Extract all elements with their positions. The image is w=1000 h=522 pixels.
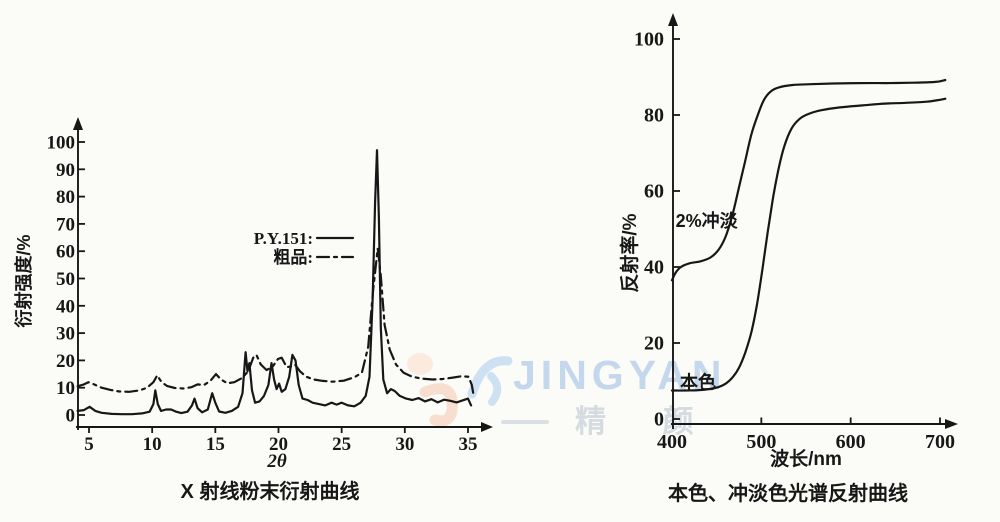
y-tick-label: 0 xyxy=(66,406,76,427)
x-tick-label: 30 xyxy=(395,434,414,455)
series-line-0 xyxy=(670,78,947,282)
x-tick-label: 35 xyxy=(458,434,477,455)
series-line-1 xyxy=(76,247,475,397)
x-tick-label: 5 xyxy=(84,434,94,455)
x-axis-arrow xyxy=(945,419,958,429)
chart-title: 本色、冲淡色光谱反射曲线 xyxy=(668,481,908,505)
y-tick-label: 0 xyxy=(654,409,664,431)
x-axis-label: 波长/nm xyxy=(770,447,842,470)
x-tick-label: 400 xyxy=(657,431,687,453)
x-axis-label: 2θ xyxy=(266,451,287,472)
y-axis-arrow xyxy=(668,13,678,26)
x-tick-label: 10 xyxy=(143,434,162,455)
y-tick-label: 50 xyxy=(56,269,75,290)
series-annotation-1: 本色 xyxy=(680,372,716,393)
y-tick-label: 40 xyxy=(56,296,75,317)
y-tick-label: 60 xyxy=(644,181,664,203)
x-tick-label: 600 xyxy=(836,431,866,453)
y-axis-arrow xyxy=(73,117,83,130)
y-axis-label: 反射率/% xyxy=(618,213,641,292)
x-axis-arrow xyxy=(481,422,493,432)
y-tick-label: 100 xyxy=(634,29,664,51)
xrd-chart: 5 10 15 20 25 30 35 0 10 20 30 40 50 60 70 80 90 100 P.Y.1… xyxy=(13,117,493,503)
y-tick-label: 10 xyxy=(56,378,75,399)
chart-title: X 射线粉末衍射曲线 xyxy=(181,479,360,503)
y-tick-label: 70 xyxy=(56,214,75,235)
x-tick-label: 20 xyxy=(269,434,288,455)
y-tick-label: 80 xyxy=(56,187,75,208)
y-tick-label: 80 xyxy=(644,105,664,127)
series-annotation-0: 2%冲淡 xyxy=(676,210,739,231)
y-tick-label: 60 xyxy=(56,242,75,263)
y-tick-label: 100 xyxy=(47,133,76,154)
y-axis-label: 衍射强度/% xyxy=(13,234,34,327)
series-line-1 xyxy=(670,97,947,392)
y-tick-label: 20 xyxy=(644,333,664,355)
y-tick-label: 40 xyxy=(644,257,664,279)
series-line-0 xyxy=(76,149,473,416)
legend-item-label-0: P.Y.151: xyxy=(254,229,313,248)
x-tick-label: 25 xyxy=(332,434,351,455)
x-tick-label: 700 xyxy=(925,431,955,453)
x-tick-label: 500 xyxy=(746,431,776,453)
y-tick-label: 20 xyxy=(56,351,75,372)
x-tick-label: 15 xyxy=(206,434,225,455)
legend-item-label-1: 粗品: xyxy=(273,247,313,267)
y-tick-label: 30 xyxy=(56,324,75,345)
y-tick-label: 90 xyxy=(56,160,75,181)
